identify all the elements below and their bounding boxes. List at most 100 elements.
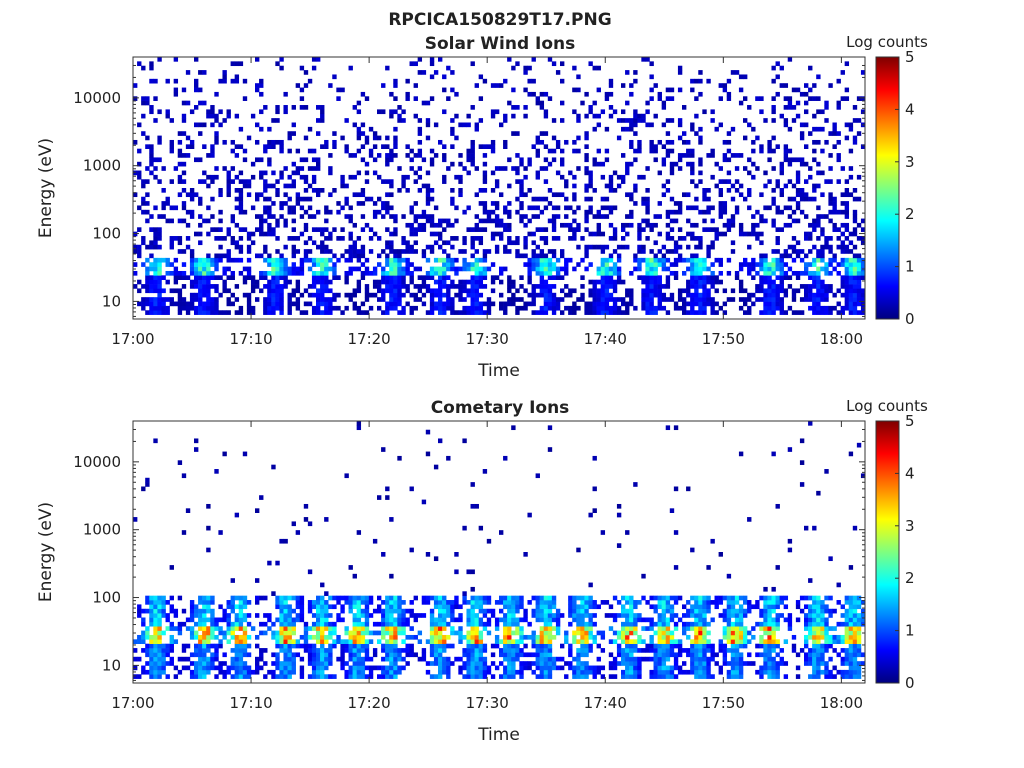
solar-wind-ions-heat-cell — [429, 188, 435, 193]
solar-wind-ions-heat-cell — [177, 218, 183, 224]
solar-wind-ions-heat-cell — [429, 275, 435, 280]
solar-wind-ions-heat-cell — [137, 227, 142, 232]
cometary-ions-heat-cell — [539, 634, 545, 640]
cometary-ions-heat-cell — [511, 613, 516, 618]
solar-wind-ions-heat-cell — [226, 179, 231, 184]
cometary-ions-heat-cell — [352, 600, 357, 605]
cometary-ions-heat-cell — [442, 617, 447, 623]
solar-wind-ions-heat-cell — [625, 166, 630, 171]
cometary-ions-heat-cell — [194, 648, 199, 653]
cometary-ions-heat-cell — [238, 639, 244, 644]
solar-wind-ions-heat-cell — [657, 257, 662, 263]
cometary-ions-heat-cell — [222, 661, 227, 666]
solar-wind-ions-heat-cell — [255, 122, 260, 128]
solar-wind-ions-heat-cell — [405, 270, 410, 276]
solar-wind-ions-heat-cell — [856, 257, 862, 263]
solar-wind-ions-heat-cell — [852, 279, 858, 285]
solar-wind-ions-heat-cell — [149, 279, 154, 285]
solar-wind-ions-heat-cell — [429, 270, 435, 276]
solar-wind-ions-heat-cell — [377, 279, 382, 285]
solar-wind-ions-heat-cell — [653, 148, 658, 154]
solar-wind-ions-heat-cell — [860, 109, 866, 115]
solar-wind-ions-heat-cell — [515, 153, 520, 158]
cometary-ions-heat-cell — [629, 643, 634, 649]
cometary-ions-heat-cell — [507, 617, 512, 623]
solar-wind-ions-heat-cell — [417, 214, 423, 219]
solar-wind-ions-y-tick-label: 100 — [92, 225, 121, 243]
solar-wind-ions-heat-cell — [470, 153, 475, 158]
solar-wind-ions-heat-cell — [832, 126, 837, 132]
cometary-ions-heat-cell — [161, 608, 166, 614]
solar-wind-ions-heat-cell — [767, 157, 772, 163]
solar-wind-ions-heat-cell — [804, 231, 809, 237]
cometary-ions-heat-cell — [230, 578, 235, 583]
solar-wind-ions-heat-cell — [438, 222, 443, 228]
cometary-ions-heat-cell — [279, 669, 284, 675]
cometary-ions-heat-cell — [507, 600, 512, 605]
solar-wind-ions-heat-cell — [600, 275, 606, 280]
solar-wind-ions-heat-cell — [145, 135, 150, 141]
solar-wind-ions-heat-cell — [401, 183, 406, 189]
cometary-ions-heat-cell — [482, 595, 488, 601]
solar-wind-ions-heat-cell — [222, 70, 227, 75]
solar-wind-ions-heat-cell — [690, 166, 695, 171]
solar-wind-ions-heat-cell — [657, 231, 662, 237]
solar-wind-ions-heat-cell — [596, 244, 601, 250]
solar-wind-ions-heat-cell — [799, 131, 805, 136]
solar-wind-ions-heat-cell — [787, 244, 793, 250]
solar-wind-ions-heat-cell — [751, 227, 756, 232]
cometary-ions-heat-cell — [543, 674, 549, 679]
solar-wind-ions-heat-cell — [210, 105, 215, 110]
solar-wind-ions-heat-cell — [820, 279, 825, 285]
cometary-ions-heat-cell — [462, 525, 467, 531]
solar-wind-ions-heat-cell — [242, 179, 248, 184]
solar-wind-ions-heat-cell — [242, 78, 248, 84]
cometary-ions-heat-cell — [572, 630, 577, 636]
solar-wind-ions-heat-cell — [316, 257, 321, 263]
cometary-ions-heat-cell — [547, 669, 553, 675]
cometary-ions-heat-cell — [238, 626, 244, 631]
cometary-ions-heat-cell — [352, 573, 357, 579]
solar-wind-ions-heat-cell — [246, 301, 252, 307]
solar-wind-ions-heat-cell — [234, 222, 240, 228]
solar-wind-ions-heat-cell — [177, 153, 183, 158]
solar-wind-ions-heat-cell — [291, 292, 296, 298]
solar-wind-ions-heat-cell — [665, 257, 671, 263]
solar-wind-ions-heat-cell — [263, 270, 268, 276]
solar-wind-ions-heat-cell — [848, 257, 854, 263]
solar-wind-ions-heat-cell — [141, 131, 146, 136]
solar-wind-ions-heat-cell — [759, 240, 764, 246]
cometary-ions-heat-cell — [153, 669, 158, 675]
solar-wind-ions-heat-cell — [324, 227, 329, 232]
solar-wind-ions-heat-cell — [560, 161, 565, 167]
solar-wind-ions-heat-cell — [523, 240, 528, 246]
solar-wind-ions-heat-cell — [303, 240, 309, 246]
solar-wind-ions-heat-cell — [320, 244, 325, 250]
solar-wind-ions-heat-cell — [515, 209, 520, 215]
solar-wind-ions-heat-cell — [860, 262, 866, 267]
solar-wind-ions-heat-cell — [738, 87, 744, 93]
cometary-ions-heat-cell — [405, 617, 410, 623]
solar-wind-ions-heat-cell — [787, 305, 793, 311]
solar-wind-ions-heat-cell — [560, 157, 565, 163]
solar-wind-ions-heat-cell — [259, 275, 264, 280]
solar-wind-ions-heat-cell — [283, 166, 288, 171]
cometary-ions-heat-cell — [401, 613, 406, 618]
solar-wind-ions-heat-cell — [157, 305, 162, 311]
solar-wind-ions-heat-cell — [442, 218, 447, 224]
solar-wind-ions-heat-cell — [153, 157, 158, 163]
solar-wind-ions-heat-cell — [629, 118, 634, 123]
solar-wind-ions-heat-cell — [596, 301, 601, 307]
solar-wind-ions-heat-cell — [397, 249, 402, 254]
solar-wind-ions-heat-cell — [596, 310, 601, 315]
solar-wind-ions-heat-cell — [665, 297, 671, 302]
solar-wind-ions-heat-cell — [438, 288, 443, 294]
solar-wind-ions-heat-cell — [836, 310, 841, 315]
solar-wind-ions-heat-cell — [409, 244, 414, 250]
solar-wind-ions-heat-cell — [560, 61, 565, 67]
solar-wind-ions-heat-cell — [295, 148, 301, 154]
solar-wind-ions-heat-cell — [706, 188, 711, 193]
solar-wind-ions-heat-cell — [812, 218, 817, 224]
cometary-ions-heat-cell — [584, 595, 589, 601]
solar-wind-ions-heat-cell — [446, 266, 451, 272]
